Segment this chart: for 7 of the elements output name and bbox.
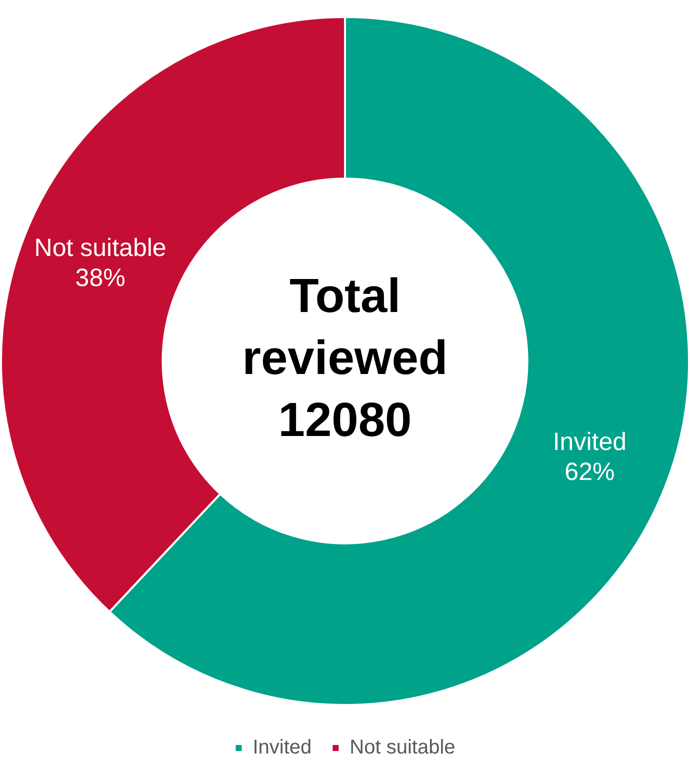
slice-label: Not suitable	[34, 234, 166, 262]
legend-label: Not suitable	[350, 736, 456, 759]
legend-label: Invited	[252, 736, 312, 759]
slice-label: Invited	[552, 428, 627, 456]
text: Total reviewed 12080	[242, 270, 448, 448]
data-label: 62%	[564, 458, 615, 486]
data-label: 38%	[75, 264, 126, 292]
